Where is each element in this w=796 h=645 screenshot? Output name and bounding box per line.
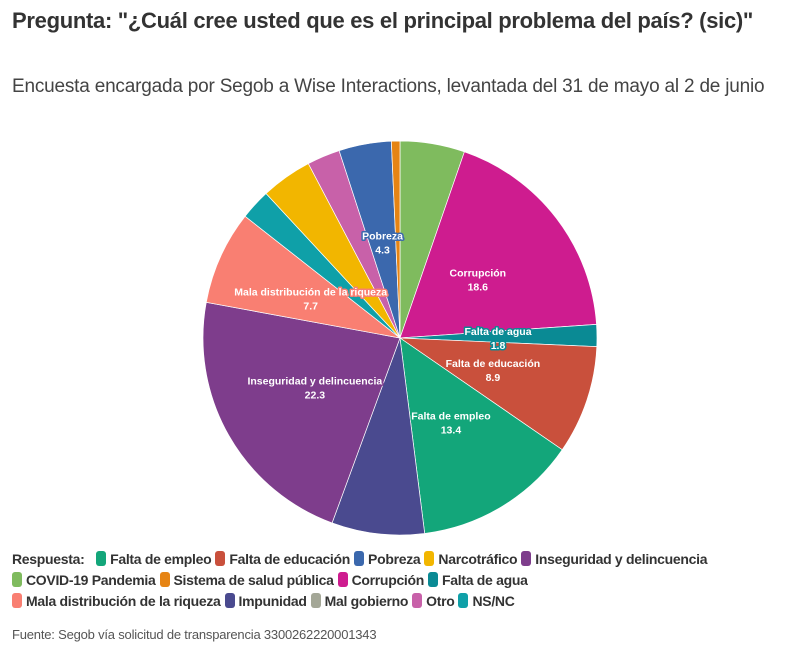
- legend: Respuesta: Falta de empleo Falta de educa…: [12, 549, 792, 612]
- legend-label: Falta de educación: [229, 551, 351, 567]
- slice-label-value: 4.3: [375, 245, 390, 257]
- legend-label: Mal gobierno: [324, 593, 409, 609]
- legend-item[interactable]: Otro: [412, 591, 455, 612]
- legend-swatch: [12, 593, 22, 608]
- legend-label: Otro: [426, 593, 455, 609]
- legend-swatch: [424, 551, 435, 566]
- legend-label: NS/NC: [472, 593, 515, 609]
- slice-label-value: 7.7: [303, 301, 318, 313]
- slice-label-value: 22.3: [305, 390, 326, 402]
- pie-slice-sistema-de-salud-pública[interactable]: [390, 140, 401, 339]
- legend-item[interactable]: NS/NC: [458, 591, 515, 612]
- slice-label: Inseguridad y delincuencia 22.3: [246, 374, 384, 403]
- pie-slice-impunidad[interactable]: [331, 337, 426, 536]
- chart-subtitle: Encuesta encargada por Segob a Wise Inte…: [12, 76, 765, 97]
- legend-swatch: [310, 593, 321, 608]
- slice-label-value: 8.9: [486, 372, 501, 384]
- pie-slice-falta-de-educación[interactable]: [398, 337, 598, 451]
- pie-slice-inseguridad-y-delincuencia[interactable]: [202, 301, 401, 524]
- legend-swatch: [354, 551, 365, 566]
- legend-label: Mala distribución de la riqueza: [26, 593, 221, 609]
- pie-chart: Corrupción 18.6 Falta de agua 1.8 Falta de e…: [202, 140, 598, 536]
- legend-item[interactable]: Impunidad: [224, 591, 307, 612]
- legend-swatch: [337, 572, 348, 587]
- slice-label-name: Mala distribución de la riqueza: [234, 287, 387, 299]
- slice-label: Pobreza 4.3: [361, 229, 405, 258]
- slice-label-value: 1.8: [491, 340, 506, 352]
- legend-item[interactable]: Falta de empleo: [96, 549, 212, 570]
- legend-swatch: [458, 593, 469, 608]
- legend-swatch: [224, 593, 235, 608]
- slice-label: Mala distribución de la riqueza 7.7: [233, 285, 389, 314]
- legend-label: Corrupción: [351, 572, 425, 588]
- legend-label: Falta de agua: [442, 572, 528, 588]
- legend-item[interactable]: Narcotráfico: [424, 549, 518, 570]
- legend-swatch: [12, 572, 22, 587]
- slice-label-name: Corrupción: [450, 267, 507, 279]
- legend-item[interactable]: Sistema de salud pública: [159, 570, 334, 591]
- legend-label: Falta de empleo: [110, 551, 212, 567]
- legend-label: Narcotráfico: [438, 551, 518, 567]
- legend-item[interactable]: Falta de educación: [215, 549, 350, 570]
- slice-label-value: 13.4: [441, 425, 462, 437]
- slice-label-name: Falta de empleo: [411, 411, 490, 423]
- pie-slice-falta-de-empleo[interactable]: [399, 337, 563, 534]
- legend-swatch: [412, 593, 423, 608]
- legend-item[interactable]: COVID-19 Pandemia: [12, 570, 156, 591]
- slice-label-name: Falta de agua: [464, 326, 531, 338]
- legend-swatch: [521, 551, 532, 566]
- legend-title: Respuesta:: [12, 551, 85, 567]
- legend-label: Inseguridad y delincuencia: [535, 551, 708, 567]
- source-note: Fuente: Segob vía solicitud de transpare…: [12, 627, 377, 642]
- legend-item[interactable]: Mala distribución de la riqueza: [12, 591, 221, 612]
- legend-item[interactable]: Corrupción: [337, 570, 425, 591]
- slice-label-name: Falta de educación: [446, 358, 541, 370]
- slice-label: Falta de empleo 13.4: [410, 409, 492, 438]
- chart-title: Pregunta: "¿Cuál cree usted que es el pr…: [12, 8, 754, 33]
- slice-label-name: Pobreza: [362, 231, 403, 243]
- slice-label-name: Inseguridad y delincuencia: [247, 376, 382, 388]
- pie-slice-mala-distribución-de-la-riqueza[interactable]: [205, 215, 401, 339]
- legend-item[interactable]: Falta de agua: [428, 570, 528, 591]
- slice-label: Falta de agua 1.8: [463, 324, 533, 353]
- legend-item[interactable]: Pobreza: [354, 549, 421, 570]
- legend-label: COVID-19 Pandemia: [26, 572, 156, 588]
- legend-item[interactable]: Inseguridad y delincuencia: [521, 549, 708, 570]
- legend-label: Sistema de salud pública: [173, 572, 334, 588]
- pie-slice-corrupción[interactable]: [399, 151, 597, 339]
- legend-swatch: [159, 572, 170, 587]
- slice-label-value: 18.6: [468, 281, 489, 293]
- legend-swatch: [428, 572, 439, 587]
- slice-label: Falta de educación 8.9: [444, 357, 542, 386]
- legend-swatch: [96, 551, 107, 566]
- legend-item[interactable]: Mal gobierno: [310, 591, 409, 612]
- legend-swatch: [215, 551, 226, 566]
- legend-label: Impunidad: [238, 593, 307, 609]
- slice-label: Corrupción 18.6: [448, 266, 508, 295]
- legend-label: Pobreza: [368, 551, 421, 567]
